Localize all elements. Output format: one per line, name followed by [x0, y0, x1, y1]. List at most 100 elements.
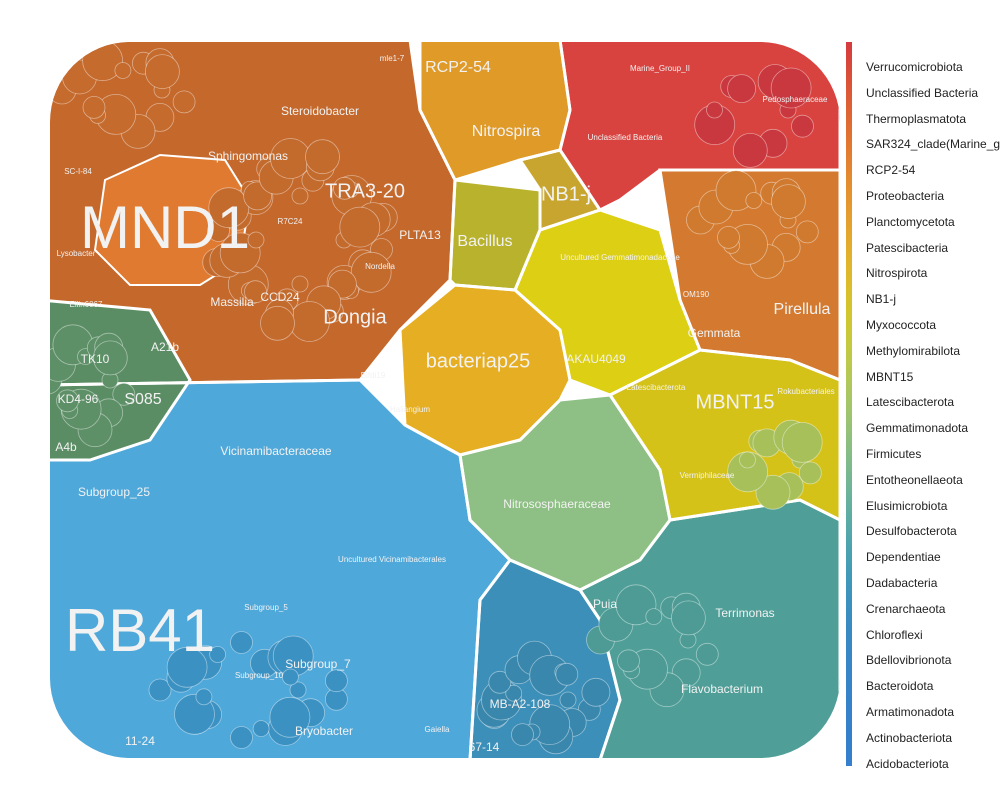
sub-cell [615, 584, 657, 626]
sub-cell [260, 305, 295, 341]
cell-label: AKAU4049 [566, 352, 626, 366]
sub-cell [505, 684, 523, 702]
cell-label: MND1 [80, 194, 250, 261]
legend-item: Gemmatimonadota [866, 421, 969, 436]
sub-cell [755, 474, 791, 510]
legend-item: NB1-j [866, 292, 897, 307]
region-border [577, 498, 840, 758]
sub-cell [727, 451, 768, 493]
legend-item: Elusimicrobiota [866, 498, 948, 513]
sub-cell [269, 696, 311, 738]
legend-item: Dadabacteria [866, 576, 938, 590]
cell-label: MB-A2-108 [490, 697, 551, 711]
region-cell [460, 395, 670, 590]
sub-cell [781, 421, 823, 463]
legend-item: Thermoplasmatota [866, 111, 967, 126]
legend-item: Entotheonellaeota [866, 472, 963, 487]
cell-label: MBNT15 [696, 391, 775, 413]
legend-item: SAR324_clade(Marine_group_B) [866, 137, 1000, 152]
legend-item: Myxococcota [866, 318, 937, 332]
sub-cell [82, 96, 106, 119]
sub-cell [798, 461, 822, 485]
sub-cell [771, 184, 806, 220]
sub-cell [671, 600, 706, 636]
legend-item: Proteobacteria [866, 189, 945, 203]
region-cell [50, 380, 510, 758]
cell-label: Flavobacterium [681, 682, 763, 696]
legend: Verrucomicrobiota Unclassified Bacteria Th… [846, 38, 1000, 774]
cell-label: Unclassified Bacteria [588, 133, 663, 142]
cell-label: TRA3-20 [325, 180, 405, 202]
sub-cell [350, 251, 392, 293]
legend-color-bar [846, 42, 852, 766]
cell-label: R7C24 [278, 217, 303, 226]
sub-cell [695, 642, 719, 666]
cell-label: Terrimonas [715, 606, 774, 620]
region-cell [400, 285, 570, 455]
legend-item: Firmicutes [866, 447, 922, 461]
cell-label: Bryobacter [295, 724, 353, 738]
cell-label: PLTA13 [399, 228, 441, 242]
legend-item: Chloroflexi [866, 627, 923, 642]
cell-label: Subgroup_10 [235, 671, 284, 680]
cell-label: Uncultured Gemmatimonadaceae [560, 253, 680, 262]
cell-label: Nitrososphaeraceae [503, 497, 611, 511]
sub-cell [247, 231, 265, 249]
legend-item: RCP2-54 [866, 163, 916, 178]
sub-cell [745, 192, 763, 209]
region-cell [450, 180, 540, 290]
sub-cell [148, 678, 172, 702]
sub-cell [244, 280, 267, 304]
cell-label: Haliangium [390, 405, 430, 414]
legend-item: MBNT15 [866, 369, 914, 384]
sub-cell [172, 90, 196, 114]
region-border [558, 42, 840, 212]
sub-cell [770, 67, 812, 109]
cell-label: S085 [124, 391, 161, 408]
legend-item: Methylomirabilota [866, 343, 961, 358]
cell-label: bacteriap25 [426, 350, 531, 372]
sub-cell [208, 187, 250, 229]
legend-item: Desulfobacterota [866, 524, 957, 539]
sub-cell [333, 176, 356, 200]
cell-label: Dongia [323, 306, 387, 328]
cell-label: Latescibacterota [627, 383, 686, 392]
sub-cell [305, 139, 340, 175]
sub-cell [617, 649, 640, 673]
sub-cell [511, 723, 534, 746]
region-cell [580, 500, 840, 758]
sub-cell [92, 340, 128, 376]
sub-cell [324, 669, 348, 693]
sub-cell [581, 677, 611, 707]
cell-label: CCD24 [260, 290, 300, 304]
cell-label: 11-24 [125, 734, 155, 748]
legend-item: Acidobacteriota [866, 756, 949, 771]
cell-label: Subgroup_7 [285, 657, 351, 671]
sub-cell [717, 225, 740, 249]
cell-label: SC-I-84 [64, 167, 92, 176]
legend-item: Unclassified Bacteria [866, 85, 979, 100]
cell-label: Uncultured Vicinamibacterales [338, 555, 446, 564]
region-cell [420, 42, 570, 180]
cell-label: Ellin6067 [70, 300, 103, 309]
borders-layer [50, 42, 840, 758]
cell-label: Subgroup_5 [244, 603, 288, 612]
cell-label: RCP2-54 [425, 59, 491, 76]
cell-label: Nitrospira [472, 123, 541, 140]
cell-label: A4b [55, 440, 77, 454]
cell-label: Lysobacter [57, 249, 96, 258]
sub-cell [739, 451, 756, 469]
legend-item: Planctomycetota [866, 214, 955, 229]
sub-cell [559, 691, 577, 709]
cell-label: Nordella [365, 262, 395, 271]
cell-label: Rokubacteriales [777, 387, 834, 396]
sub-cell [339, 206, 381, 248]
cell-label: Sphingomonas [208, 149, 288, 163]
sub-cell [195, 688, 213, 706]
cell-label: Gemmata [688, 326, 741, 340]
sub-cell [166, 646, 208, 688]
sub-cell [727, 74, 756, 103]
cell-label: Subgroup_25 [78, 485, 150, 499]
sub-cell [144, 54, 180, 89]
